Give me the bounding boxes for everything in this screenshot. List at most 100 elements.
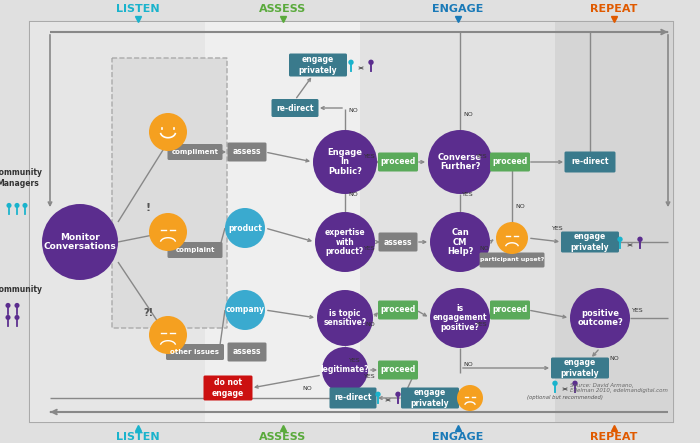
Text: LISTEN: LISTEN (116, 432, 160, 442)
Text: engage
privately: engage privately (570, 232, 609, 252)
FancyBboxPatch shape (272, 99, 318, 117)
Text: Community
Managers: Community Managers (0, 168, 43, 188)
Circle shape (15, 303, 20, 308)
FancyBboxPatch shape (378, 361, 418, 380)
FancyBboxPatch shape (490, 300, 530, 319)
Text: is
engagement
positive?: is engagement positive? (433, 304, 487, 332)
Text: REPEAT: REPEAT (590, 432, 638, 442)
Text: is topic
sensitive?: is topic sensitive? (323, 309, 367, 327)
Circle shape (573, 381, 577, 386)
Text: proceed: proceed (380, 365, 416, 374)
FancyBboxPatch shape (228, 143, 267, 162)
Text: LISTEN: LISTEN (116, 4, 160, 14)
Text: NO: NO (365, 322, 375, 326)
Text: Source: David Armano,
Edelman 2010, edelmandigital.com: Source: David Armano, Edelman 2010, edel… (570, 383, 668, 393)
Text: ?!: ?! (143, 308, 153, 318)
Circle shape (428, 130, 492, 194)
Text: other issues: other issues (171, 349, 220, 355)
Circle shape (375, 392, 381, 397)
FancyBboxPatch shape (555, 22, 673, 422)
FancyBboxPatch shape (378, 152, 418, 171)
Text: re-direct: re-direct (335, 393, 372, 403)
Circle shape (570, 288, 630, 348)
Text: Converse
Further?: Converse Further? (438, 153, 482, 171)
Text: YES: YES (364, 245, 376, 250)
Text: proceed: proceed (380, 158, 416, 167)
FancyBboxPatch shape (360, 22, 555, 422)
FancyBboxPatch shape (30, 22, 205, 422)
Text: ASSESS: ASSESS (260, 432, 307, 442)
Text: engage
privately: engage privately (299, 55, 337, 75)
Text: NO: NO (348, 191, 358, 197)
Circle shape (430, 288, 490, 348)
Text: positive
outcome?: positive outcome? (577, 309, 623, 327)
Circle shape (313, 130, 377, 194)
Text: YES: YES (364, 154, 376, 159)
FancyBboxPatch shape (166, 344, 224, 360)
Text: NO: NO (515, 203, 525, 209)
Circle shape (15, 203, 20, 208)
Text: re-direct: re-direct (571, 158, 609, 167)
Text: product: product (228, 224, 262, 233)
Text: complaint: complaint (175, 247, 215, 253)
Text: Engage
In
Public?: Engage In Public? (328, 148, 363, 176)
Circle shape (225, 208, 265, 248)
Text: expertise
with
product?: expertise with product? (325, 228, 365, 256)
Circle shape (42, 204, 118, 280)
Circle shape (395, 392, 400, 397)
FancyBboxPatch shape (401, 388, 459, 408)
Circle shape (315, 212, 375, 272)
Text: NO: NO (348, 108, 358, 113)
FancyBboxPatch shape (228, 342, 267, 361)
Text: YES: YES (364, 373, 376, 378)
FancyBboxPatch shape (378, 300, 418, 319)
Text: YES: YES (476, 322, 488, 326)
Circle shape (225, 290, 265, 330)
Text: YES: YES (462, 191, 474, 197)
Text: NO: NO (302, 385, 312, 390)
Circle shape (349, 60, 354, 65)
Text: YES: YES (349, 358, 360, 362)
FancyBboxPatch shape (289, 54, 347, 77)
Text: ASSESS: ASSESS (260, 4, 307, 14)
Circle shape (496, 222, 528, 254)
Text: participant upset?: participant upset? (480, 257, 544, 263)
FancyBboxPatch shape (330, 388, 377, 408)
Text: NO: NO (479, 245, 489, 250)
Text: (optional but recommended): (optional but recommended) (527, 396, 603, 400)
Text: legitimate?: legitimate? (321, 365, 370, 374)
Text: !: ! (146, 203, 150, 213)
FancyBboxPatch shape (379, 233, 417, 252)
Text: proceed: proceed (380, 306, 416, 315)
Text: YES: YES (476, 154, 488, 159)
Text: Monitor
Conversations: Monitor Conversations (43, 233, 116, 251)
Circle shape (617, 237, 623, 242)
Text: re-direct: re-direct (276, 104, 314, 113)
FancyBboxPatch shape (551, 358, 609, 378)
Text: company: company (225, 306, 265, 315)
FancyBboxPatch shape (112, 58, 227, 328)
Circle shape (6, 203, 11, 208)
Circle shape (149, 213, 187, 251)
Circle shape (15, 315, 20, 320)
Text: engage
privately: engage privately (411, 389, 449, 408)
Circle shape (430, 212, 490, 272)
Circle shape (6, 303, 10, 308)
FancyBboxPatch shape (564, 152, 615, 172)
Text: NO: NO (463, 361, 473, 366)
Circle shape (368, 60, 374, 65)
Circle shape (457, 385, 483, 411)
Text: compliment: compliment (172, 149, 218, 155)
Circle shape (149, 316, 187, 354)
FancyBboxPatch shape (480, 253, 545, 268)
Circle shape (317, 290, 373, 346)
Circle shape (637, 237, 643, 242)
Text: ENGAGE: ENGAGE (433, 432, 484, 442)
Text: YES: YES (632, 307, 644, 312)
Text: engage
privately: engage privately (561, 358, 599, 378)
Text: ENGAGE: ENGAGE (433, 4, 484, 14)
Text: proceed: proceed (492, 306, 528, 315)
Text: YES: YES (552, 225, 564, 230)
FancyBboxPatch shape (30, 22, 673, 422)
Text: REPEAT: REPEAT (590, 4, 638, 14)
